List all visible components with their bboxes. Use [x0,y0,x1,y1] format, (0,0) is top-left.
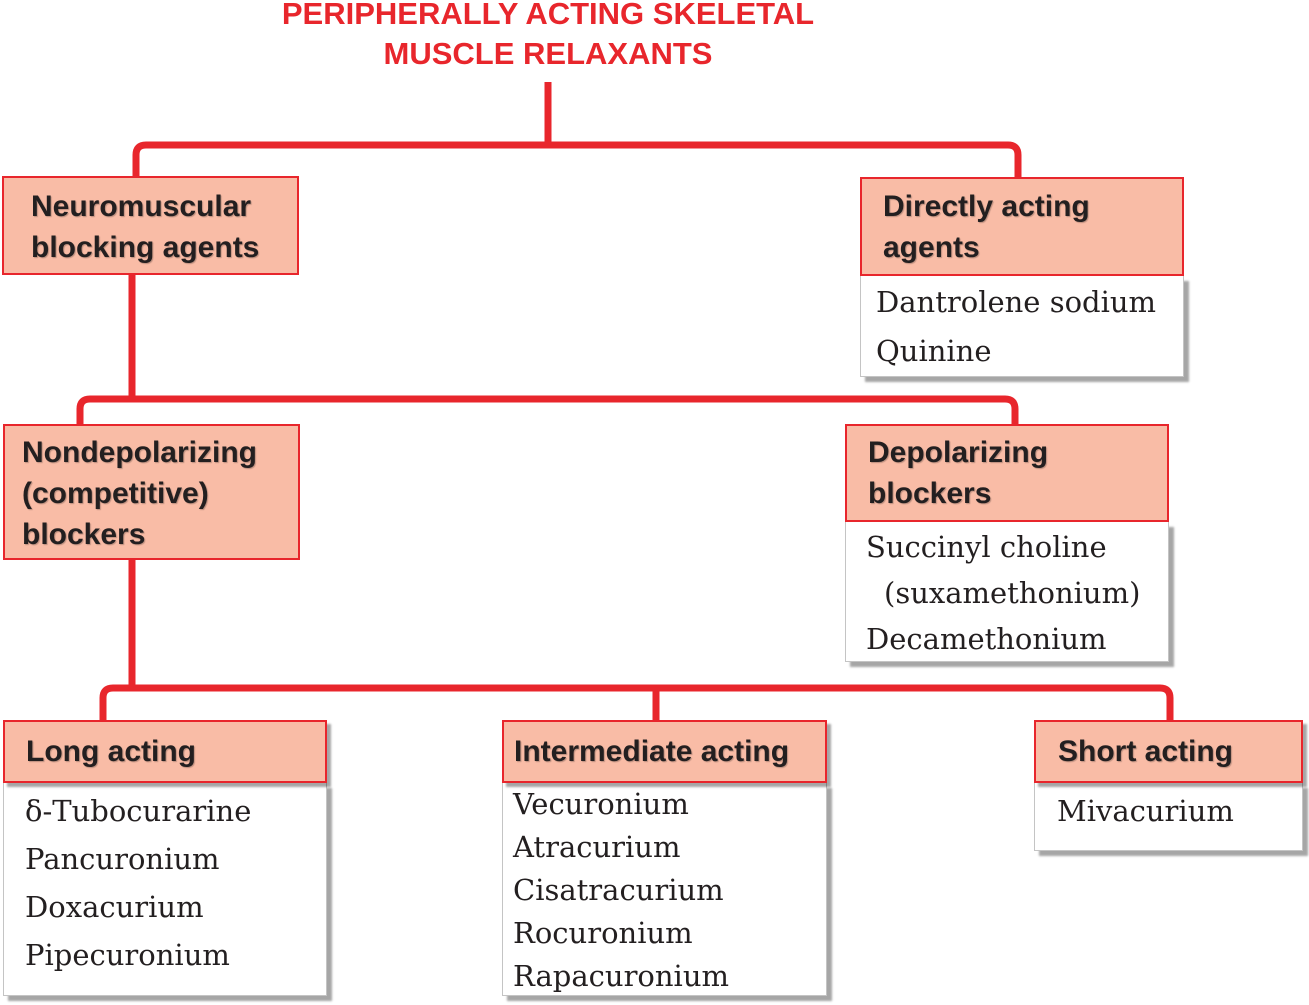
diagram-title: PERIPHERALLY ACTING SKELETAL MUSCLE RELA… [200,0,896,74]
node-long-acting: Long acting δ-Tubocurarine Pancuronium D… [3,720,327,996]
title-line-2: MUSCLE RELAXANTS [383,36,713,71]
node-depolarizing-blockers: Depolarizing blockers Succinyl choline (… [845,424,1169,662]
drug-item: Pancuronium [25,842,220,876]
node-heading: Short acting [1034,720,1303,783]
drug-item: Mivacurium [1057,794,1234,828]
drug-item: δ-Tubocurarine [25,794,252,828]
node-intermediate-acting: Intermediate acting Vecuronium Atracuriu… [502,720,827,996]
heading-line: Intermediate acting [514,735,790,768]
connector-level3-branch [99,684,1174,720]
heading-line: Short acting [1058,735,1234,768]
heading-line: Directly acting [883,190,1090,223]
node-heading: Neuromuscular blocking agents [2,176,299,275]
heading-line: blocking agents [31,231,260,264]
node-heading: Long acting [3,720,327,783]
heading-line: blockers [868,477,992,510]
heading-line: Depolarizing [868,436,1049,469]
node-short-acting: Short acting Mivacurium [1034,720,1303,851]
node-heading: Depolarizing blockers [845,424,1169,522]
drug-item: (suxamethonium) [884,576,1141,610]
heading-line: (competitive) [22,477,209,510]
title-line-1: PERIPHERALLY ACTING SKELETAL [281,0,815,31]
drug-item: Rocuronium [513,916,693,950]
drug-item: Decamethonium [866,622,1107,656]
drug-item: Succinyl choline [866,530,1107,564]
node-neuromuscular-blocking-agents: Neuromuscular blocking agents [2,176,299,275]
drug-item: Vecuronium [513,787,689,821]
drug-item: Doxacurium [25,890,204,924]
drug-item: Dantrolene sodium [876,285,1157,319]
heading-line: blockers [22,518,146,551]
connector-level1-branch [132,141,1022,178]
drug-list: Mivacurium [1034,783,1303,851]
drug-list: Dantrolene sodium Quinine [860,276,1184,377]
drug-item: Quinine [876,334,992,368]
heading-line: Neuromuscular [31,190,252,223]
drug-item: Rapacuronium [513,959,730,993]
drug-item: Cisatracurium [513,873,724,907]
node-heading: Intermediate acting [502,720,827,783]
heading-line: Long acting [26,735,196,768]
node-nondepolarizing-blockers: Nondepolarizing (competitive) blockers [3,424,300,560]
node-heading: Directly acting agents [860,177,1184,276]
node-directly-acting-agents: Directly acting agents Dantrolene sodium… [860,177,1184,377]
connector-level2-branch [76,395,1019,424]
drug-list: Succinyl choline (suxamethonium) Decamet… [845,522,1169,662]
drug-list: Vecuronium Atracurium Cisatracurium Rocu… [502,783,827,996]
node-heading: Nondepolarizing (competitive) blockers [3,424,300,560]
heading-line: agents [883,231,980,264]
drug-item: Atracurium [513,830,681,864]
heading-line: Nondepolarizing [22,436,257,469]
drug-item: Pipecuronium [25,938,230,972]
drug-list: δ-Tubocurarine Pancuronium Doxacurium Pi… [3,783,327,996]
